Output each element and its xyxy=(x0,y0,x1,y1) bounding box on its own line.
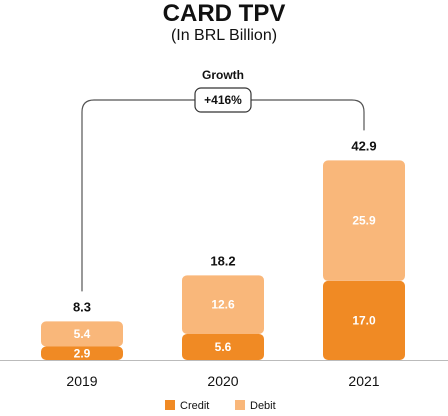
bar-credit-2021 xyxy=(323,280,405,360)
total-label-2019: 8.3 xyxy=(73,299,91,314)
data-label-debit-2021: 25.9 xyxy=(352,214,376,228)
bars-group: 2.9 5.4 8.3 5.6 12.6 18.2 17.0 25.9 42.9 xyxy=(41,138,405,360)
legend-swatch-credit xyxy=(165,400,175,410)
legend-swatch-debit xyxy=(235,400,245,410)
chart-legend: Credit Debit xyxy=(165,400,276,412)
data-label-debit-2020: 12.6 xyxy=(211,298,235,312)
data-label-credit-2019: 2.9 xyxy=(74,346,91,360)
x-tick-2021: 2021 xyxy=(348,373,379,389)
data-label-credit-2021: 17.0 xyxy=(352,313,376,327)
x-tick-2020: 2020 xyxy=(207,373,238,389)
data-label-debit-2019: 5.4 xyxy=(74,327,91,341)
chart-title: CARD TPV xyxy=(163,0,286,27)
growth-value: +416% xyxy=(204,93,242,107)
x-tick-2019: 2019 xyxy=(66,373,97,389)
bar-credit-2019 xyxy=(41,346,123,360)
legend-label-debit: Debit xyxy=(250,400,276,412)
bar-debit-2021 xyxy=(323,160,405,281)
chart-subtitle: (In BRL Billion) xyxy=(171,27,277,44)
growth-label: Growth xyxy=(202,68,244,82)
data-label-credit-2020: 5.6 xyxy=(215,340,232,354)
bar-debit-2019 xyxy=(41,321,123,347)
bar-credit-2020 xyxy=(182,333,264,360)
legend-label-credit: Credit xyxy=(180,400,209,412)
growth-annotation: Growth +416% xyxy=(81,68,365,292)
x-axis-ticks: 2019 2020 2021 xyxy=(66,373,379,389)
growth-value-box xyxy=(194,87,252,113)
bar-debit-2020 xyxy=(182,275,264,334)
total-label-2020: 18.2 xyxy=(210,253,235,268)
total-label-2021: 42.9 xyxy=(351,138,376,153)
